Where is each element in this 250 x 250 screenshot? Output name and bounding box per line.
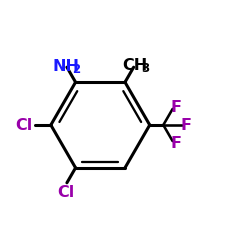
Text: F: F (170, 100, 181, 115)
Text: Cl: Cl (57, 185, 74, 200)
Text: 3: 3 (141, 62, 149, 75)
Text: 2: 2 (72, 63, 81, 76)
Text: F: F (181, 118, 192, 132)
Text: F: F (170, 136, 181, 150)
Text: NH: NH (53, 58, 80, 74)
Text: CH: CH (122, 58, 148, 72)
Text: Cl: Cl (16, 118, 33, 132)
